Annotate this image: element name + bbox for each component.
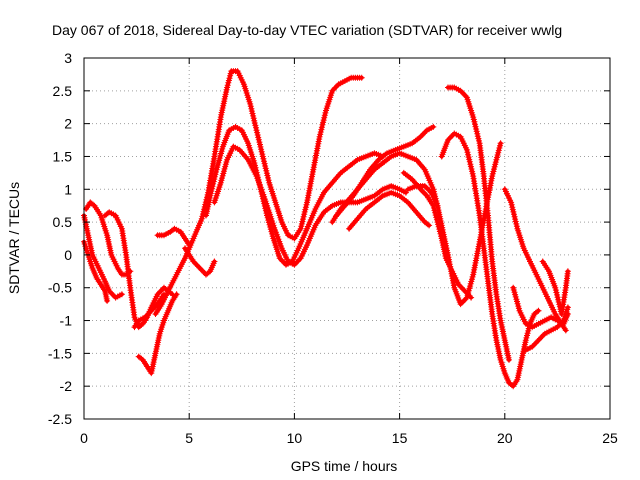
plus-markers [154, 225, 193, 249]
plus-markers [405, 140, 504, 308]
plus-markers [131, 291, 167, 331]
x-tick-label: 5 [185, 430, 193, 446]
data-series [203, 123, 386, 268]
y-tick-label: 0.5 [53, 214, 73, 230]
y-tick-label: 2.5 [53, 83, 73, 99]
y-tick-label: -1.5 [48, 345, 72, 361]
plus-markers [152, 68, 365, 317]
plus-markers [211, 143, 409, 268]
x-tick-label: 0 [80, 430, 88, 446]
plus-markers [445, 84, 512, 363]
y-tick-label: -2.5 [48, 411, 72, 427]
axis-ticks: 0 5 10 15 20 25 -2.5 -2 -1.5 -1 -0.5 0 0.5 1 1.5 2 2.5 3 [48, 50, 618, 446]
y-tick-label: 3 [64, 50, 72, 66]
data-series [329, 150, 441, 226]
data-series [131, 291, 167, 331]
data-series [152, 68, 365, 317]
plus-markers [522, 304, 571, 354]
grid [84, 58, 610, 419]
data-series [405, 140, 504, 308]
data-series [83, 199, 134, 278]
chart-title: Day 067 of 2018, Sidereal Day-to-day VTE… [52, 22, 562, 38]
plus-markers [329, 150, 441, 226]
x-tick-label: 15 [392, 430, 408, 446]
y-tick-label: 1.5 [53, 148, 73, 164]
y-tick-label: -2 [60, 378, 73, 394]
data-series [539, 258, 571, 317]
y-tick-label: -0.5 [48, 280, 72, 296]
y-tick-label: 0 [64, 247, 72, 263]
data-series [346, 189, 433, 232]
x-tick-label: 10 [287, 430, 303, 446]
plot-frame [83, 57, 611, 420]
x-tick-label: 25 [602, 430, 618, 446]
data-series [135, 291, 180, 377]
y-tick-label: 2 [64, 116, 72, 132]
plus-markers [135, 291, 180, 377]
data-series [438, 130, 542, 390]
data-series-layer [81, 68, 571, 390]
plus-markers [539, 258, 571, 317]
x-tick-label: 20 [497, 430, 513, 446]
y-tick-label: 1 [64, 181, 72, 197]
x-axis-label: GPS time / hours [291, 458, 398, 474]
plus-markers [438, 130, 542, 390]
y-axis-label: SDTVAR / TECUs [6, 182, 22, 294]
y-tick-label: -1 [60, 313, 73, 329]
data-series [154, 225, 193, 249]
plus-markers [346, 189, 433, 232]
data-series [522, 304, 571, 354]
data-series [445, 84, 512, 363]
data-series [211, 143, 409, 268]
plus-markers [83, 199, 134, 278]
